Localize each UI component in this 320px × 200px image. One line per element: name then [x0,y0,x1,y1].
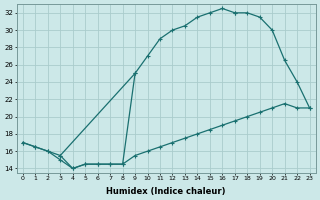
X-axis label: Humidex (Indice chaleur): Humidex (Indice chaleur) [107,187,226,196]
